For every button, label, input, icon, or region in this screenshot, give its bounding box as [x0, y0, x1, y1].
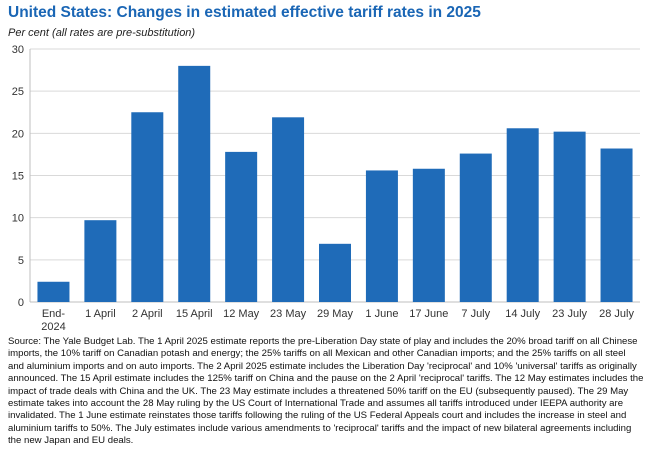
y-tick-label: 30 — [12, 44, 24, 56]
bar-2 — [131, 112, 164, 302]
source-note: Source: The Yale Budget Lab. The 1 April… — [8, 336, 644, 447]
bar-7 — [365, 170, 398, 302]
y-axis-note: (all rates are pre-substitution) — [52, 27, 196, 39]
x-tick-label: 23 July — [552, 308, 587, 320]
x-tick-label: 17 June — [409, 308, 448, 320]
bar-1 — [84, 220, 117, 302]
bar-10 — [506, 128, 539, 302]
y-tick-label: 0 — [18, 297, 24, 309]
x-tick-label: 1 April — [85, 308, 116, 320]
chart-subtitle: Per cent (all rates are pre-substitution… — [8, 27, 195, 39]
x-tick-label: 14 July — [505, 308, 540, 320]
bar-8 — [412, 168, 445, 302]
chart-title: United States: Changes in estimated effe… — [8, 4, 481, 21]
bar-12 — [600, 148, 633, 302]
y-tick-label: 15 — [12, 171, 24, 183]
x-tick-label: 23 May — [270, 308, 307, 320]
x-tick-label: 29 May — [317, 308, 354, 320]
x-tick-label: 28 July — [599, 308, 634, 320]
x-tick-label: 2 April — [132, 308, 163, 320]
bar-4 — [225, 151, 258, 302]
x-tick-label: 7 July — [461, 308, 490, 320]
x-tick-label: 1 June — [365, 308, 398, 320]
y-axis-unit: Per cent — [8, 27, 49, 39]
bar-3 — [178, 65, 211, 302]
bar-6 — [319, 243, 351, 302]
y-tick-label: 10 — [12, 213, 24, 225]
y-tick-label: 5 — [18, 255, 24, 267]
bar-0 — [37, 281, 70, 302]
x-tick-label: End-2024 — [41, 308, 65, 333]
x-tick-label: 15 April — [176, 308, 213, 320]
bar-chart: 0 5 10 15 20 25 30 End-2024 1 April 2 April 15 Apr… — [12, 44, 640, 333]
bar-11 — [553, 131, 586, 302]
bar-5 — [272, 117, 305, 302]
bar-9 — [459, 153, 492, 302]
x-tick-label: 12 May — [223, 308, 260, 320]
y-tick-label: 25 — [12, 86, 24, 98]
y-tick-label: 20 — [12, 128, 24, 140]
